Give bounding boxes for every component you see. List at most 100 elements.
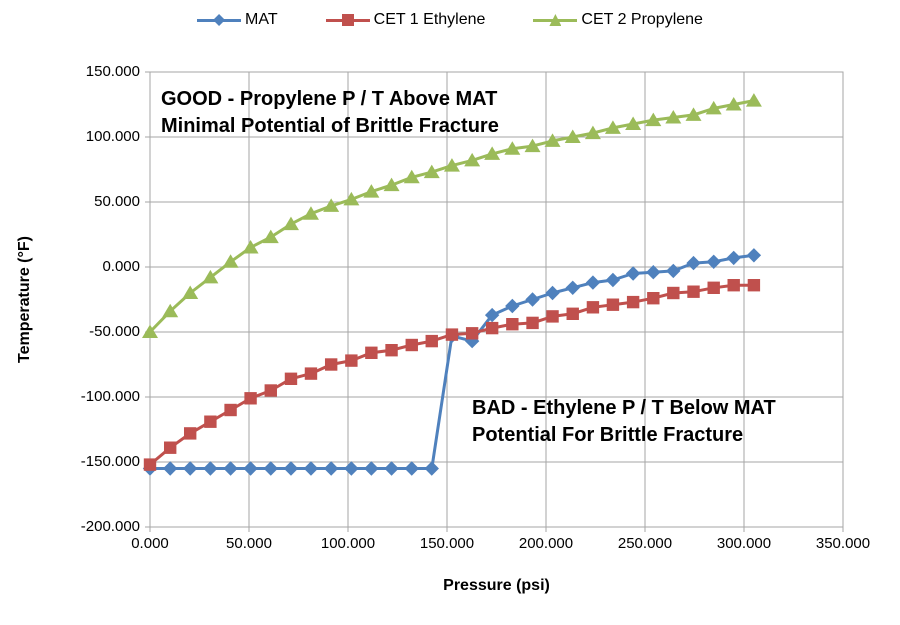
data-point-cet-2-propylene — [564, 129, 581, 143]
data-point-cet-2-propylene — [222, 254, 239, 268]
y-axis-title: Temperature (°F) — [16, 236, 33, 364]
data-point-cet-1-ethylene — [586, 301, 600, 314]
x-tick-label: 250.000 — [617, 535, 673, 552]
y-tick-label: -150.000 — [80, 453, 140, 470]
annotation-bad: BAD - Ethylene P / T Below MAT Potential… — [472, 395, 776, 449]
legend-item-cet2-propylene: CET 2 Propylene — [533, 12, 703, 28]
data-point-cet-2-propylene — [182, 285, 199, 299]
data-point-cet-1-ethylene — [304, 367, 318, 380]
data-point-mat — [625, 266, 641, 281]
y-tick-label: 100.000 — [85, 128, 140, 145]
data-point-cet-2-propylene — [403, 169, 420, 184]
data-point-cet-1-ethylene — [324, 358, 338, 371]
data-point-cet-2-propylene — [282, 216, 299, 231]
data-point-mat — [565, 280, 580, 295]
data-point-cet-2-propylene — [665, 110, 682, 124]
data-point-cet-2-propylene — [745, 93, 762, 107]
x-tick-label: 0.000 — [131, 535, 169, 552]
y-tick-label: 50.000 — [94, 193, 140, 210]
legend-label: CET 1 Ethylene — [373, 11, 486, 28]
data-point-cet-1-ethylene — [566, 307, 579, 320]
data-point-cet-2-propylene — [262, 229, 279, 244]
data-point-mat — [666, 263, 681, 279]
legend-item-cet1-ethylene: CET 1 Ethylene — [325, 11, 486, 28]
data-point-cet-2-propylene — [242, 240, 259, 254]
data-point-cet-1-ethylene — [385, 344, 398, 357]
data-point-cet-1-ethylene — [727, 279, 740, 292]
y-tick-label: 0.000 — [102, 258, 140, 275]
data-point-mat — [605, 272, 621, 288]
data-point-mat — [484, 307, 500, 323]
legend-label: CET 2 Propylene — [581, 11, 703, 28]
data-point-cet-1-ethylene — [687, 285, 700, 298]
data-point-mat — [585, 275, 601, 290]
data-point-mat — [182, 461, 198, 476]
data-point-cet-2-propylene — [383, 177, 400, 192]
diamond-marker-icon — [197, 13, 242, 27]
data-point-cet-2-propylene — [484, 146, 501, 160]
chart-legend: MAT CET 1 Ethylene CET 2 Propylene — [0, 12, 900, 28]
data-point-cet-2-propylene — [343, 191, 360, 206]
data-point-cet-1-ethylene — [425, 334, 438, 348]
data-point-cet-2-propylene — [705, 100, 722, 115]
data-point-cet-1-ethylene — [647, 292, 660, 305]
annotation-good-line1: GOOD - Propylene P / T Above MAT — [161, 88, 498, 110]
data-point-cet-1-ethylene — [667, 286, 680, 300]
data-point-cet-2-propylene — [464, 152, 481, 167]
data-point-cet-2-propylene — [423, 164, 440, 179]
data-point-cet-1-ethylene — [606, 298, 620, 311]
data-point-cet-2-propylene — [725, 97, 742, 111]
data-point-cet-2-propylene — [202, 269, 219, 284]
data-point-cet-1-ethylene — [204, 415, 217, 428]
data-point-cet-2-propylene — [504, 141, 521, 155]
data-point-mat — [263, 461, 278, 476]
data-point-cet-2-propylene — [162, 303, 179, 318]
data-point-cet-2-propylene — [323, 198, 340, 212]
data-point-cet-1-ethylene — [506, 318, 519, 331]
data-point-mat — [384, 461, 399, 476]
data-point-mat — [646, 265, 661, 280]
legend-item-mat: MAT — [197, 12, 278, 28]
data-point-cet-2-propylene — [645, 112, 662, 127]
data-point-cet-1-ethylene — [284, 372, 298, 385]
data-point-cet-1-ethylene — [405, 338, 418, 352]
y-tick-label: -100.000 — [80, 388, 140, 405]
annotation-good: GOOD - Propylene P / T Above MAT Minimal… — [161, 86, 499, 140]
data-point-cet-1-ethylene — [546, 310, 559, 323]
legend-label: MAT — [245, 11, 278, 28]
data-point-cet-1-ethylene — [707, 281, 720, 294]
data-point-cet-2-propylene — [142, 324, 158, 338]
data-point-mat — [404, 461, 419, 476]
data-point-mat — [424, 461, 439, 476]
data-point-mat — [746, 248, 762, 263]
data-point-cet-2-propylene — [302, 206, 319, 220]
data-point-mat — [686, 255, 701, 271]
y-tick-label: 150.000 — [85, 63, 140, 80]
x-tick-label: 50.000 — [226, 535, 272, 552]
data-point-cet-2-propylene — [584, 125, 601, 140]
data-point-cet-2-propylene — [443, 158, 460, 172]
data-point-mat — [283, 461, 299, 476]
data-point-mat — [162, 461, 178, 476]
data-point-cet-1-ethylene — [244, 392, 257, 405]
data-point-cet-1-ethylene — [143, 458, 157, 471]
x-tick-label: 350.000 — [815, 535, 871, 552]
plot-border — [149, 71, 844, 528]
x-tick-label: 150.000 — [419, 535, 475, 552]
data-point-cet-1-ethylene — [183, 427, 197, 440]
data-point-mat — [726, 250, 741, 266]
data-point-mat — [525, 292, 540, 307]
data-point-mat — [545, 285, 560, 301]
data-point-cet-1-ethylene — [163, 441, 177, 454]
data-point-mat — [344, 461, 359, 476]
data-point-cet-2-propylene — [604, 120, 621, 134]
data-point-cet-1-ethylene — [365, 346, 378, 359]
data-point-cet-1-ethylene — [526, 316, 539, 330]
data-point-cet-1-ethylene — [224, 403, 237, 417]
data-point-mat — [243, 461, 258, 476]
data-point-cet-2-propylene — [544, 133, 561, 147]
data-point-cet-2-propylene — [625, 116, 642, 130]
data-point-mat — [323, 461, 339, 476]
